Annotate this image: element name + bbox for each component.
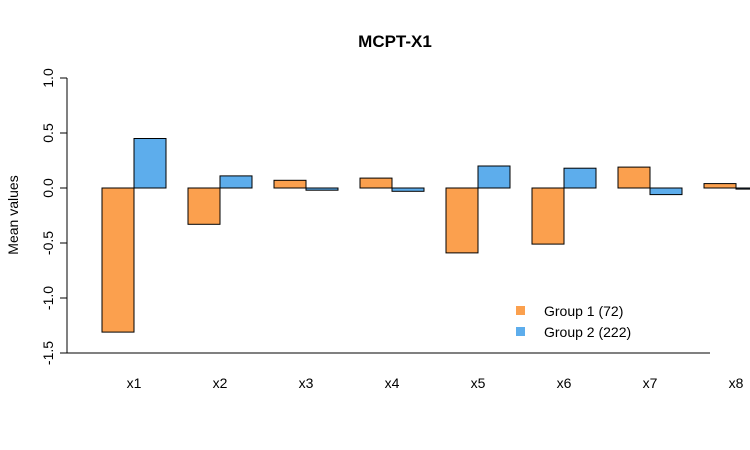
y-tick-label: 0.5 [40, 123, 56, 143]
bar-x3-series-1 [273, 179, 307, 189]
x-tick-labels: x1x2x3x4x5x6x7x8x9x10x11 [127, 375, 744, 391]
y-tick-label: 0.0 [40, 178, 56, 198]
legend-swatch-series-2 [516, 327, 525, 336]
bars-group [101, 138, 750, 333]
x-tick-label-x7: x7 [643, 375, 658, 391]
legend-label-series-2: Group 2 (222) [544, 324, 631, 340]
bar-x5-series-2 [477, 165, 511, 189]
bar-x6-series-1 [531, 187, 565, 245]
y-axis-label: Mean values [5, 175, 21, 254]
bar-x4-series-2 [391, 187, 425, 192]
legend: Group 1 (72) Group 2 (222) [516, 303, 631, 340]
x-tick-label-x1: x1 [127, 375, 142, 391]
x-tick-label-x4: x4 [385, 375, 400, 391]
y-tick-label: -0.5 [40, 231, 56, 255]
legend-label-series-1: Group 1 (72) [544, 303, 623, 319]
bar-x3-series-2 [305, 187, 339, 191]
bar-x1-series-2 [133, 138, 167, 189]
y-tick-label: -1.0 [40, 286, 56, 310]
bar-x4-series-1 [359, 177, 393, 189]
x-tick-label-x8: x8 [729, 375, 744, 391]
x-tick-label-x2: x2 [213, 375, 228, 391]
bar-x8-series-2 [735, 187, 750, 190]
chart-title: MCPT-X1 [358, 32, 432, 51]
x-tick-label-x5: x5 [471, 375, 486, 391]
x-tick-label-x3: x3 [299, 375, 314, 391]
x-tick-label-x6: x6 [557, 375, 572, 391]
y-axis: -1.5 -1.0 -0.5 0.0 0.5 1.0 [40, 68, 68, 365]
bar-x5-series-1 [445, 187, 479, 254]
bar-x2-series-2 [219, 175, 253, 189]
bar-x6-series-2 [563, 167, 597, 189]
y-tick-label: -1.5 [40, 341, 56, 365]
bar-x1-series-1 [101, 187, 135, 333]
bar-x7-series-2 [649, 187, 683, 196]
bar-x7-series-1 [617, 166, 651, 189]
y-tick-label: 1.0 [40, 68, 56, 88]
bar-x2-series-1 [187, 187, 221, 225]
bar-x8-series-1 [703, 183, 737, 189]
legend-swatch-series-1 [516, 306, 525, 315]
